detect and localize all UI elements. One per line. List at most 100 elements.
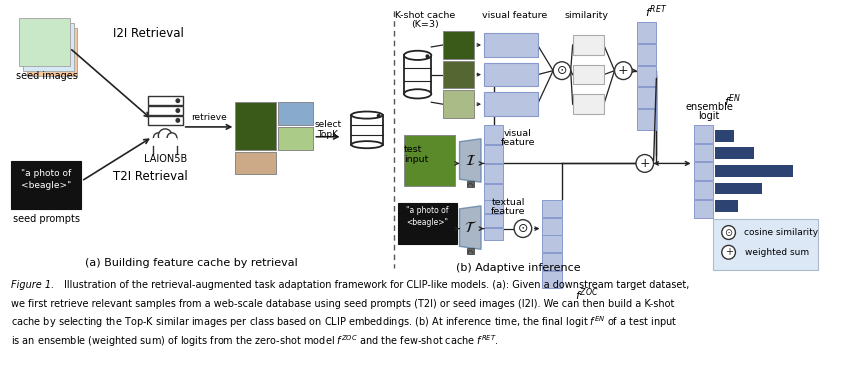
Bar (484, 200, 503, 213)
Circle shape (175, 118, 180, 123)
Bar (715, 130, 734, 141)
Text: +: + (639, 157, 650, 170)
Bar (542, 271, 562, 288)
Text: test: test (404, 145, 423, 154)
Text: TopK: TopK (318, 130, 339, 139)
Bar (467, 181, 473, 187)
Text: visual feature: visual feature (483, 11, 548, 20)
Text: (b) Adaptive inference: (b) Adaptive inference (456, 263, 580, 273)
Bar (11, 162, 81, 209)
Bar (573, 65, 604, 85)
Bar (278, 127, 313, 150)
Text: visual: visual (504, 129, 532, 138)
Text: textual: textual (491, 199, 525, 207)
Bar (404, 55, 431, 94)
Text: (a) Building feature cache by retrieval: (a) Building feature cache by retrieval (85, 258, 298, 268)
Text: we first retrieve relevant samples from a web-scale database using seed prompts : we first retrieve relevant samples from … (11, 299, 674, 309)
Bar (694, 144, 713, 162)
Bar (715, 182, 761, 194)
Text: cosine similarity: cosine similarity (745, 228, 818, 237)
Text: logit: logit (699, 111, 720, 121)
Circle shape (175, 108, 180, 113)
Text: +: + (724, 247, 733, 257)
Text: $f^{RET}$: $f^{RET}$ (645, 3, 667, 20)
Text: cache by selecting the Top-K similar images per class based on CLIP embeddings. : cache by selecting the Top-K similar ima… (11, 314, 678, 330)
Bar (484, 125, 503, 144)
Bar (443, 31, 474, 59)
Bar (19, 18, 69, 66)
Bar (715, 147, 754, 159)
Text: $\mathcal{T}$: $\mathcal{T}$ (463, 220, 477, 235)
Text: +: + (618, 64, 628, 77)
Bar (404, 135, 455, 186)
Bar (278, 102, 313, 125)
Text: weighted sum: weighted sum (745, 248, 810, 257)
Bar (713, 219, 818, 270)
Circle shape (377, 114, 380, 118)
Circle shape (425, 54, 429, 58)
Ellipse shape (404, 51, 431, 60)
Bar (484, 214, 503, 227)
Text: select: select (314, 120, 341, 130)
Circle shape (722, 245, 735, 259)
Text: T2I Retrieval: T2I Retrieval (113, 170, 188, 183)
Bar (637, 66, 656, 86)
Circle shape (722, 226, 735, 239)
Bar (147, 116, 183, 125)
Bar (352, 115, 383, 145)
Text: $f^{EN}$: $f^{EN}$ (724, 92, 741, 109)
Text: seed prompts: seed prompts (13, 214, 80, 224)
Bar (573, 35, 604, 55)
Bar (443, 90, 474, 118)
Text: <beagle>": <beagle>" (407, 218, 448, 227)
Bar (637, 87, 656, 108)
Text: Figure 1.: Figure 1. (11, 280, 58, 290)
Polygon shape (460, 139, 481, 182)
Circle shape (158, 129, 172, 143)
Bar (542, 253, 562, 270)
Text: "a photo of: "a photo of (406, 207, 449, 215)
Bar (694, 181, 713, 199)
Bar (443, 61, 474, 88)
Text: $f^{ZOC}$: $f^{ZOC}$ (574, 287, 598, 303)
Bar (147, 106, 183, 115)
Text: retrieve: retrieve (191, 112, 227, 122)
Text: similarity: similarity (564, 11, 608, 20)
Bar (484, 63, 538, 86)
Ellipse shape (352, 141, 383, 148)
Bar (398, 203, 457, 244)
Text: K-shot cache: K-shot cache (396, 11, 456, 20)
Bar (542, 218, 562, 235)
Bar (484, 145, 503, 163)
Circle shape (153, 133, 163, 143)
Circle shape (615, 62, 632, 80)
Text: (K=3): (K=3) (412, 20, 440, 29)
Bar (637, 44, 656, 65)
Circle shape (167, 133, 177, 143)
Text: "a photo of: "a photo of (21, 169, 71, 178)
Bar (715, 165, 793, 177)
Bar (235, 102, 276, 150)
Text: I2I Retrieval: I2I Retrieval (113, 27, 185, 40)
Bar (235, 152, 276, 174)
Text: ⊙: ⊙ (518, 222, 529, 235)
Circle shape (514, 220, 532, 237)
Text: Illustration of the retrieval-augmented task adaptation framework for CLIP-like : Illustration of the retrieval-augmented … (64, 280, 689, 290)
Bar (484, 184, 503, 203)
Text: is an ensemble (weighted sum) of logits from the zero-shot model $f^{ZOC}$ and t: is an ensemble (weighted sum) of logits … (11, 333, 499, 349)
Circle shape (636, 155, 654, 172)
Circle shape (553, 62, 571, 80)
Bar (27, 28, 77, 75)
Bar (153, 138, 177, 146)
Text: ⊙: ⊙ (556, 64, 567, 77)
Text: ⊙: ⊙ (724, 227, 733, 237)
Bar (715, 200, 739, 212)
Bar (484, 92, 538, 116)
Bar (542, 200, 562, 217)
Text: feature: feature (501, 138, 535, 147)
Bar (147, 96, 183, 105)
Text: LAION5B: LAION5B (143, 154, 187, 165)
Circle shape (175, 98, 180, 103)
Ellipse shape (352, 112, 383, 118)
Bar (694, 162, 713, 180)
